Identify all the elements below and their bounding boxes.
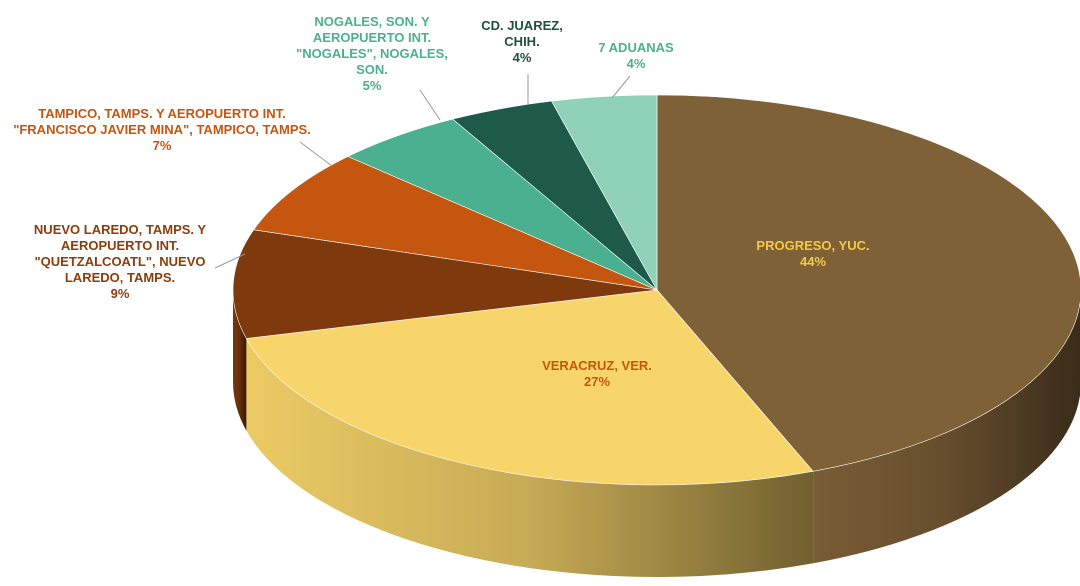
slice-label: CD. JUAREZ, CHIH. 4% [467, 18, 577, 66]
slice-side-shade [246, 338, 814, 577]
leader-line [299, 141, 333, 167]
category-label: VERACRUZ, VER. [542, 358, 652, 373]
slice-side-shade [813, 302, 1080, 564]
slice-label: TAMPICO, TAMPS. Y AEROPUERTO INT. "FRANC… [12, 106, 312, 154]
value-label: 27% [583, 374, 611, 389]
pie-slice [656, 94, 1080, 472]
pie-tops [232, 94, 1080, 486]
value-label: 4% [626, 56, 646, 71]
slice-label: NOGALES, SON. Y AEROPUERTO INT. "NOGALES… [285, 14, 460, 94]
pie-slice [253, 156, 658, 291]
value-label: 44% [799, 254, 827, 269]
value-label: 7% [152, 138, 172, 153]
pie-slice [232, 229, 658, 339]
pie-slice [551, 94, 658, 292]
category-label: NUEVO LAREDO, TAMPS. Y AEROPUERTO INT. "… [33, 222, 207, 285]
category-label: CD. JUAREZ, CHIH. [481, 18, 563, 49]
leader-line [419, 89, 441, 121]
leader-line [611, 75, 631, 99]
slice-label: 7 ADUANAS 4% [576, 40, 696, 72]
category-label: 7 ADUANAS [598, 40, 674, 55]
value-label: 9% [110, 286, 130, 301]
slice-label: NUEVO LAREDO, TAMPS. Y AEROPUERTO INT. "… [8, 222, 233, 302]
pie-sides [233, 290, 1080, 577]
slice-label: PROGRESO, YUC. 44% [713, 238, 913, 270]
value-label: 5% [362, 78, 382, 93]
slice-side-shade [233, 290, 247, 431]
value-label: 4% [512, 50, 532, 65]
slice-label: VERACRUZ, VER. 27% [497, 358, 697, 390]
pie-slice [245, 289, 814, 486]
leader-line [214, 253, 246, 269]
category-label: TAMPICO, TAMPS. Y AEROPUERTO INT. "FRANC… [13, 106, 311, 137]
category-label: NOGALES, SON. Y AEROPUERTO INT. "NOGALES… [296, 14, 448, 77]
category-label: PROGRESO, YUC. [756, 238, 870, 253]
